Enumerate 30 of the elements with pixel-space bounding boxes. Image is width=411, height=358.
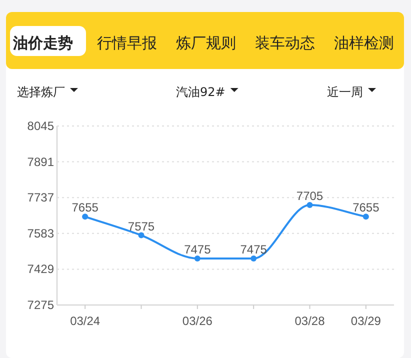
data-label: 7655 bbox=[352, 200, 380, 215]
x-tick-label: 03/29 bbox=[350, 314, 382, 328]
y-tick-label: 7275 bbox=[27, 298, 54, 312]
text: 近一周 bbox=[327, 85, 363, 99]
point bbox=[82, 214, 88, 220]
data-label: 7575 bbox=[128, 219, 155, 234]
point bbox=[138, 232, 144, 238]
text: 行情早报 bbox=[97, 34, 157, 52]
y-tick-label: 7583 bbox=[27, 226, 54, 240]
y-tick-label: 7737 bbox=[27, 190, 54, 205]
text: 汽油92# bbox=[176, 85, 226, 99]
data-label: 7475 bbox=[240, 242, 268, 257]
text: 装车动态 bbox=[255, 34, 315, 52]
data-label: 7655 bbox=[72, 200, 99, 215]
point bbox=[362, 214, 369, 220]
point bbox=[306, 202, 313, 208]
text: 油价走势 bbox=[12, 34, 73, 52]
text: 油样检测 bbox=[334, 34, 394, 52]
y-tick-label: 7429 bbox=[27, 262, 54, 276]
x-tick-label: 03/28 bbox=[294, 314, 326, 328]
data-label: 7705 bbox=[296, 189, 324, 204]
x-tick-label: 03/26 bbox=[182, 314, 213, 328]
x-tick-label: 03/24 bbox=[70, 314, 100, 328]
data-label: 7475 bbox=[184, 242, 212, 257]
text: 炼厂规则 bbox=[176, 34, 236, 52]
point bbox=[250, 256, 257, 262]
y-tick-label: 7891 bbox=[27, 154, 54, 169]
y-tick-label: 8045 bbox=[27, 119, 54, 133]
point bbox=[194, 256, 200, 262]
text: 选择炼厂 bbox=[17, 85, 65, 99]
